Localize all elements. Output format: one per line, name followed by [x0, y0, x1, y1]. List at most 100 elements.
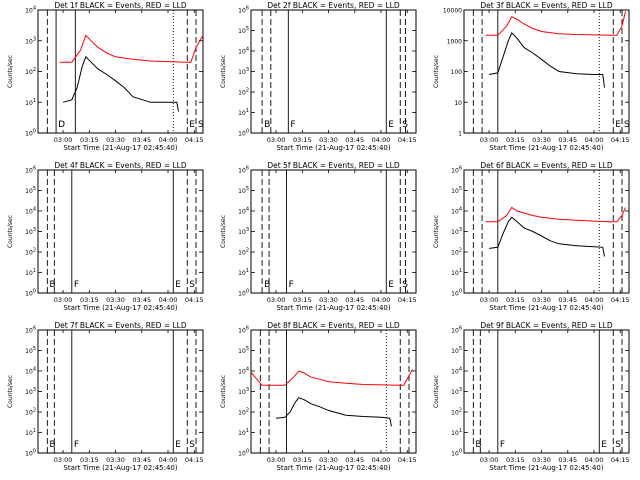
detector-panel-5: Det 5f BLACK = Events, RED = LLD Start Ti…	[220, 161, 417, 312]
x-tick-label: 03:30	[532, 296, 551, 304]
lld-series-line	[59, 34, 204, 63]
y-axis-label: Counts/sec	[433, 55, 440, 88]
time-marker-label: F	[289, 280, 294, 290]
x-tick-label: 04:15	[398, 456, 417, 464]
time-marker-label: B	[264, 120, 270, 130]
time-marker-label: B	[475, 440, 481, 450]
plot-frame	[463, 329, 630, 454]
plot-frame	[37, 169, 204, 294]
y-tick-label: 10	[454, 100, 462, 107]
x-tick-label: 04:00	[372, 456, 391, 464]
x-tick-label: 03:30	[319, 456, 338, 464]
x-tick-label: 03:00	[480, 136, 499, 144]
y-tick-label: 101	[238, 108, 249, 117]
x-tick-label: 03:00	[267, 296, 286, 304]
time-marker-label: S	[189, 440, 195, 450]
lld-series-line	[251, 369, 413, 386]
y-tick-label: 104	[25, 367, 36, 376]
x-tick-label: 03:45	[132, 456, 151, 464]
y-tick-label: 106	[238, 166, 249, 175]
x-tick-label: 04:15	[185, 136, 204, 144]
x-tick-label: 04:00	[585, 456, 604, 464]
y-tick-label: 103	[238, 67, 249, 76]
y-tick-label: 103	[451, 227, 462, 236]
x-tick-label: 04:00	[372, 296, 391, 304]
panel-title: Det 4f BLACK = Events, RED = LLD	[54, 161, 187, 170]
x-tick-label: 04:15	[398, 296, 417, 304]
detector-panel-4: Det 4f BLACK = Events, RED = LLD Start Ti…	[7, 161, 204, 312]
x-axis-label: Start Time (21-Aug-17 02:45:40)	[63, 464, 177, 472]
x-tick-label: 04:15	[611, 136, 630, 144]
x-axis-label: Start Time (21-Aug-17 02:45:40)	[63, 304, 177, 312]
x-axis-label: Start Time (21-Aug-17 02:45:40)	[489, 464, 603, 472]
x-tick-label: 04:00	[585, 136, 604, 144]
x-tick-label: 04:15	[185, 296, 204, 304]
y-tick-label: 103	[25, 227, 36, 236]
events-series-line	[276, 397, 392, 427]
x-axis-label: Start Time (21-Aug-17 02:45:40)	[276, 464, 390, 472]
time-marker-label: S	[402, 280, 408, 290]
detector-panel-1: Det 1f BLACK = Events, RED = LLD Start Ti…	[7, 1, 204, 152]
time-marker-label: E	[601, 440, 607, 450]
events-series-line	[489, 32, 605, 88]
detector-panel-2: Det 2f BLACK = Events, RED = LLD Start Ti…	[220, 1, 417, 152]
y-tick-label: 104	[238, 207, 249, 216]
y-tick-label: 105	[238, 26, 249, 35]
x-tick-label: 04:15	[611, 296, 630, 304]
time-marker-label: E	[388, 280, 394, 290]
x-axis-label: Start Time (21-Aug-17 02:45:40)	[63, 144, 177, 152]
events-series-line	[489, 216, 605, 257]
x-tick-label: 03:45	[345, 136, 364, 144]
y-tick-label: 101	[25, 428, 36, 437]
detector-panel-3: Det 3f BLACK = Events, RED = LLD Start Ti…	[433, 1, 630, 152]
y-tick-label: 104	[25, 6, 36, 15]
y-tick-label: 105	[25, 186, 36, 195]
x-tick-label: 04:00	[585, 296, 604, 304]
x-tick-label: 03:45	[558, 456, 577, 464]
x-axis-label: Start Time (21-Aug-17 02:45:40)	[489, 144, 603, 152]
y-tick-label: 100	[238, 449, 249, 458]
x-tick-label: 03:30	[106, 296, 125, 304]
plot-frame	[250, 9, 417, 134]
time-marker-label: S	[615, 440, 621, 450]
y-tick-label: 102	[25, 248, 36, 257]
x-tick-label: 03:15	[506, 456, 525, 464]
y-tick-label: 100	[25, 449, 36, 458]
y-tick-label: 102	[238, 408, 249, 417]
y-tick-label: 104	[451, 367, 462, 376]
y-tick-label: 101	[238, 268, 249, 277]
x-tick-label: 03:30	[106, 456, 125, 464]
y-tick-label: 100	[451, 449, 462, 458]
lld-series-line	[485, 206, 626, 223]
x-tick-label: 04:00	[159, 296, 178, 304]
y-axis-label: Counts/sec	[7, 375, 14, 408]
x-tick-label: 04:15	[398, 136, 417, 144]
x-tick-label: 04:15	[611, 456, 630, 464]
y-tick-label: 100	[25, 129, 36, 138]
time-marker-label: S	[402, 120, 408, 130]
time-marker-label: F	[74, 280, 79, 290]
y-tick-label: 101	[451, 428, 462, 437]
x-tick-label: 03:00	[267, 456, 286, 464]
time-marker-label: S	[624, 120, 630, 130]
y-tick-label: 106	[238, 326, 249, 335]
time-marker-label: E	[175, 280, 181, 290]
x-tick-label: 03:45	[558, 296, 577, 304]
time-marker-label: F	[74, 440, 79, 450]
x-tick-label: 03:30	[319, 136, 338, 144]
time-marker-label: F	[500, 440, 505, 450]
y-axis-label: Counts/sec	[220, 215, 227, 248]
detector-panel-6: Det 6f BLACK = Events, RED = LLD Start Ti…	[433, 161, 630, 312]
y-tick-label: 103	[451, 387, 462, 396]
y-axis-label: Counts/sec	[7, 215, 14, 248]
time-marker-label: F	[290, 120, 295, 130]
y-tick-label: 1000	[447, 38, 462, 45]
y-axis-label: Counts/sec	[433, 375, 440, 408]
x-tick-label: 03:45	[558, 136, 577, 144]
x-tick-label: 03:00	[54, 456, 73, 464]
panel-title: Det 8f BLACK = Events, RED = LLD	[267, 321, 400, 330]
y-tick-label: 105	[238, 346, 249, 355]
x-tick-label: 03:15	[293, 136, 312, 144]
panel-title: Det 9f BLACK = Events, RED = LLD	[480, 321, 613, 330]
time-marker-label: S	[198, 120, 204, 130]
